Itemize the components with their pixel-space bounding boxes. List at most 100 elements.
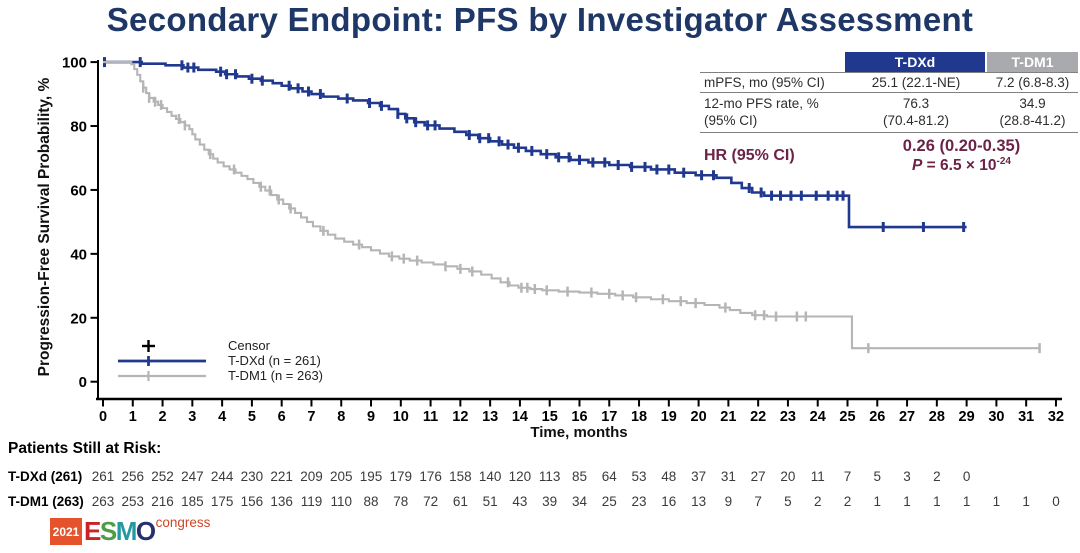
svg-text:9: 9 <box>725 494 733 509</box>
svg-text:72: 72 <box>423 494 438 509</box>
svg-text:39: 39 <box>542 494 557 509</box>
rate-label-line2: (95% CI) <box>704 113 758 128</box>
svg-text:43: 43 <box>512 494 527 509</box>
mpfs-label: mPFS, mo (95% CI) <box>704 75 825 90</box>
svg-text:5: 5 <box>874 469 882 484</box>
svg-text:1: 1 <box>129 409 137 425</box>
svg-text:24: 24 <box>810 409 826 425</box>
rate-tdxd-value: 76.3 <box>902 96 930 111</box>
svg-text:156: 156 <box>241 494 264 509</box>
svg-text:8: 8 <box>337 409 345 425</box>
svg-text:7: 7 <box>844 469 852 484</box>
svg-text:11: 11 <box>423 409 438 425</box>
svg-text:80: 80 <box>70 119 87 136</box>
svg-text:16: 16 <box>661 494 676 509</box>
svg-text:26: 26 <box>869 409 885 425</box>
svg-text:13: 13 <box>482 409 498 425</box>
svg-text:22: 22 <box>750 409 766 425</box>
svg-text:51: 51 <box>483 494 498 509</box>
svg-text:61: 61 <box>453 494 468 509</box>
svg-text:230: 230 <box>241 469 264 484</box>
risk-table-title: Patients Still at Risk: <box>8 440 162 457</box>
summary-table-header: T-DXd T-DM1 <box>700 52 1078 72</box>
svg-text:1: 1 <box>933 494 941 509</box>
svg-text:179: 179 <box>390 469 413 484</box>
svg-text:20: 20 <box>70 310 87 327</box>
svg-text:14: 14 <box>512 409 528 425</box>
x-axis-title: Time, months <box>530 424 628 441</box>
svg-text:10: 10 <box>393 409 409 425</box>
svg-text:7: 7 <box>754 494 762 509</box>
legend-item-tdm1: T-DM1 (n = 263) <box>118 368 323 383</box>
svg-text:15: 15 <box>542 409 558 425</box>
hr-label: HR (95% CI) <box>704 147 795 165</box>
risk-row-label-tdxd: T-DXd (261) <box>8 469 83 484</box>
svg-text:11: 11 <box>811 469 825 484</box>
mpfs-tdxd-value: 25.1 (22.1-NE) <box>871 75 961 90</box>
rate-label-line1: 12-mo PFS rate, % <box>704 96 819 111</box>
summary-table: T-DXd T-DM1 mPFS, mo (95% CI) 25.1 (22.1… <box>700 52 1078 175</box>
svg-text:23: 23 <box>780 409 796 425</box>
svg-text:1: 1 <box>903 494 911 509</box>
svg-text:18: 18 <box>631 409 647 425</box>
svg-text:2: 2 <box>844 494 852 509</box>
svg-text:244: 244 <box>211 469 234 484</box>
svg-text:3: 3 <box>903 469 911 484</box>
svg-text:4: 4 <box>218 409 226 425</box>
svg-text:0: 0 <box>99 409 107 425</box>
p-value: P = 6.5 × 10-24 <box>912 156 1011 175</box>
svg-text:216: 216 <box>151 494 174 509</box>
svg-text:1: 1 <box>874 494 882 509</box>
svg-text:0: 0 <box>1052 494 1060 509</box>
y-axis-title: Progression-Free Survival Probability, % <box>36 77 53 377</box>
logo-congress-text: congress <box>155 515 211 530</box>
svg-text:0: 0 <box>963 469 971 484</box>
svg-text:2: 2 <box>159 409 167 425</box>
header-tdxd: T-DXd <box>845 52 985 72</box>
svg-text:5: 5 <box>248 409 256 425</box>
header-tdm1: T-DM1 <box>987 52 1078 72</box>
svg-text:25: 25 <box>839 409 855 425</box>
svg-text:261: 261 <box>92 469 115 484</box>
svg-text:12: 12 <box>452 409 468 425</box>
svg-text:64: 64 <box>602 469 618 484</box>
svg-text:23: 23 <box>632 494 647 509</box>
legend-item-censor: Censor <box>118 338 323 353</box>
svg-text:32: 32 <box>1048 409 1064 425</box>
svg-text:0: 0 <box>79 374 87 391</box>
svg-text:30: 30 <box>988 409 1004 425</box>
svg-text:31: 31 <box>721 469 736 484</box>
svg-text:85: 85 <box>572 469 587 484</box>
svg-text:205: 205 <box>330 469 353 484</box>
svg-text:247: 247 <box>181 469 204 484</box>
rate-tdm1-value: 34.9 <box>1019 96 1046 111</box>
svg-text:5: 5 <box>784 494 792 509</box>
svg-text:100: 100 <box>62 55 87 72</box>
page-title: Secondary Endpoint: PFS by Investigator … <box>106 1 974 38</box>
svg-text:110: 110 <box>330 494 352 509</box>
svg-text:158: 158 <box>449 469 472 484</box>
svg-text:88: 88 <box>364 494 379 509</box>
chart-legend: Censor T-DXd (n = 261) T-DM1 (n = 263) <box>118 338 323 383</box>
svg-text:1: 1 <box>963 494 971 509</box>
svg-text:1: 1 <box>1022 494 1030 509</box>
svg-text:9: 9 <box>367 409 375 425</box>
svg-text:28: 28 <box>929 409 945 425</box>
svg-text:31: 31 <box>1018 409 1034 425</box>
svg-text:1: 1 <box>993 494 1001 509</box>
rate-tdxd-ci: (70.4-81.2) <box>882 113 950 128</box>
mpfs-tdm1-value: 7.2 (6.8-8.3) <box>995 75 1070 90</box>
svg-text:19: 19 <box>661 409 677 425</box>
logo-year-badge: 2021 <box>50 518 82 545</box>
svg-text:120: 120 <box>509 469 532 484</box>
svg-text:252: 252 <box>151 469 174 484</box>
censor-plus-icon <box>142 339 155 352</box>
svg-text:3: 3 <box>188 409 196 425</box>
svg-text:53: 53 <box>632 469 647 484</box>
svg-text:78: 78 <box>393 494 408 509</box>
svg-text:27: 27 <box>899 409 915 425</box>
svg-text:25: 25 <box>602 494 617 509</box>
svg-text:37: 37 <box>691 469 706 484</box>
svg-text:40: 40 <box>70 246 87 263</box>
